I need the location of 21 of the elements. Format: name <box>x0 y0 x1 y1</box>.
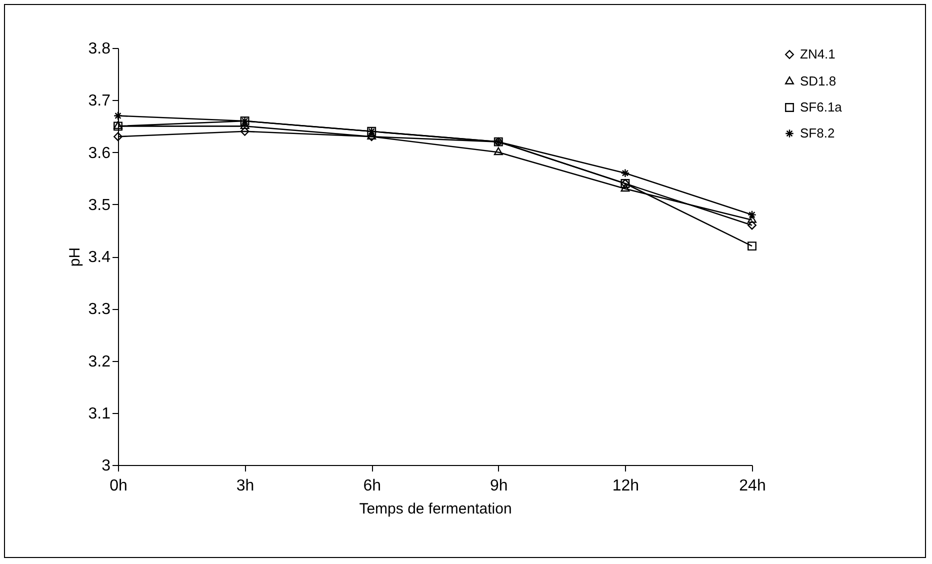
y-tick-label: 3.1 <box>88 405 111 422</box>
y-tick-label: 3.6 <box>88 144 111 162</box>
legend-label: ZN4.1 <box>800 46 836 62</box>
y-tick-label: 3.4 <box>88 249 111 266</box>
y-tick-label: 3.3 <box>88 301 111 318</box>
x-tick-label: 12h <box>612 478 640 494</box>
legend-label: SF8.2 <box>800 126 835 140</box>
x-tick-label: 0h <box>110 478 128 494</box>
y-tick-label: 3.7 <box>88 92 111 110</box>
y-axis-title: pH <box>66 247 84 267</box>
y-tick-label: 3.2 <box>88 353 111 370</box>
x-tick-label: 9h <box>490 478 508 494</box>
x-tick-label: 3h <box>236 478 254 494</box>
x-tick-label: 24h <box>739 478 766 494</box>
legend-label: SD1.8 <box>800 74 836 88</box>
y-tick-label: 3.8 <box>88 40 111 58</box>
x-tick-label: 6h <box>363 478 381 494</box>
x-axis-title: Temps de fermentation <box>359 500 512 518</box>
legend-label: SF6.1a <box>800 100 843 114</box>
y-tick-label: 3 <box>102 458 111 474</box>
y-tick-label: 3.5 <box>88 196 111 214</box>
